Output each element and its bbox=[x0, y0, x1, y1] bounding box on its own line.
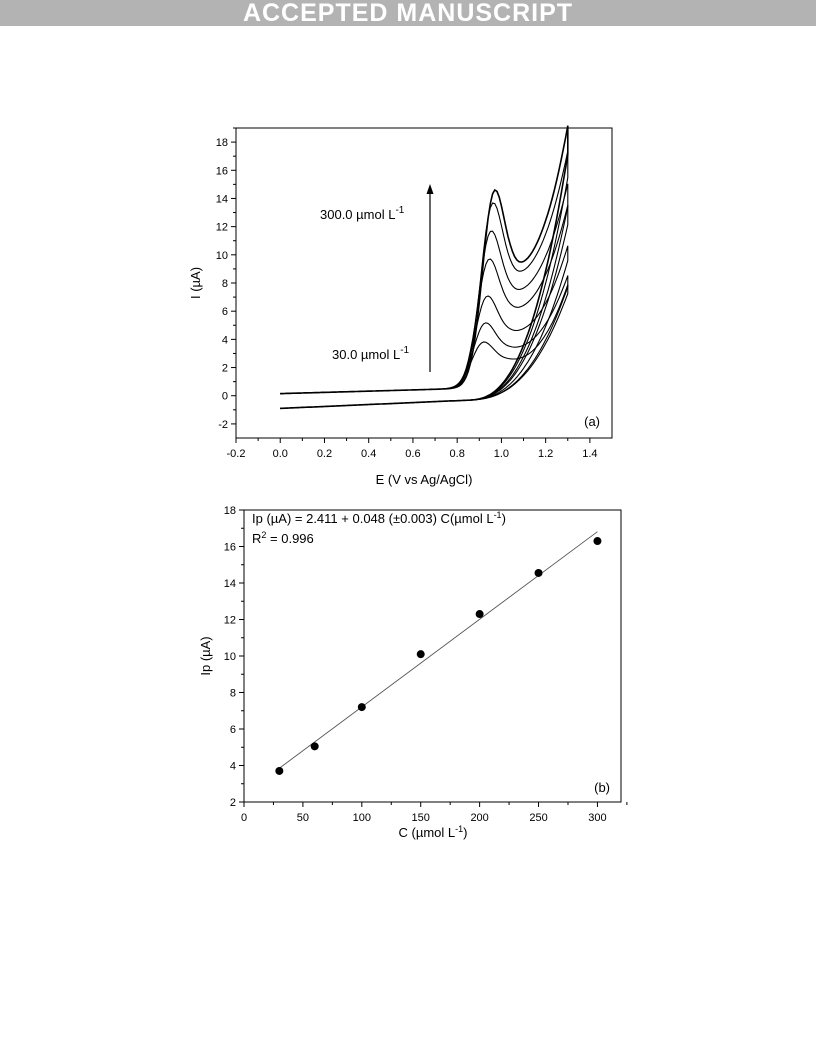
cv-curve-150 bbox=[280, 204, 569, 409]
panel-a-x-tick-label: 1.0 bbox=[494, 448, 509, 460]
annotation-30-umol: 30.0 µmol L-1 bbox=[332, 345, 410, 362]
r-squared: R2 = 0.996 bbox=[252, 530, 314, 546]
data-point-100 bbox=[357, 703, 366, 712]
data-point-60 bbox=[310, 742, 319, 751]
panel-a-y-tick-label: 8 bbox=[222, 278, 228, 290]
panel-b-x-axis: 0 50 100 150 200 250 300 bbox=[241, 802, 628, 824]
panel-b-data-points bbox=[275, 537, 602, 775]
panel-b-y-axis: 2 4 6 8 10 12 14 16 18 bbox=[224, 505, 244, 809]
cv-curve-100 bbox=[280, 245, 569, 409]
panel-b-x-tick-label: 150 bbox=[412, 812, 430, 824]
panel-b-x-tick-label: 300 bbox=[588, 812, 606, 824]
panel-a-y-tick-label: -2 bbox=[218, 419, 228, 431]
data-point-150 bbox=[416, 650, 425, 659]
accepted-manuscript-banner: ACCEPTED MANUSCRIPT bbox=[0, 0, 816, 26]
panel-a-y-tick-label: 10 bbox=[216, 250, 228, 262]
panel-b-x-tick-label: 250 bbox=[529, 812, 547, 824]
panel-a-cyclic-voltammogram: -0.2 0.0 0.2 0.4 0.6 0.8 1.0 1.2 1.4 -2 0 2 4 6 8 10 12… bbox=[188, 125, 613, 487]
panel-b-y-tick-label: 2 bbox=[230, 797, 236, 809]
panel-b-y-tick-label: 18 bbox=[224, 505, 236, 517]
panel-a-x-tick-label: 0.2 bbox=[317, 448, 332, 460]
panel-a-x-tick-label: 0.0 bbox=[273, 448, 288, 460]
data-point-200 bbox=[475, 610, 484, 619]
panel-b-y-tick-label: 8 bbox=[230, 688, 236, 700]
regression-line bbox=[279, 531, 598, 769]
arrow-head bbox=[426, 184, 434, 194]
panel-b-x-axis-label: C (µmol L-1) bbox=[399, 824, 468, 840]
panel-a-y-tick-label: 12 bbox=[216, 222, 228, 234]
panel-a-y-tick-label: 18 bbox=[216, 137, 228, 149]
panel-a-x-tick-label: 1.4 bbox=[582, 448, 597, 460]
panel-a-y-tick-label: 0 bbox=[222, 391, 228, 403]
panel-a-x-tick-label: 0.8 bbox=[450, 448, 465, 460]
panel-a-y-tick-label: 2 bbox=[222, 363, 228, 375]
panel-b-y-tick-label: 4 bbox=[230, 761, 236, 773]
data-point-250 bbox=[534, 568, 543, 577]
panel-a-x-tick-label: 0.6 bbox=[405, 448, 420, 460]
panel-b-x-tick-label: 0 bbox=[241, 812, 247, 824]
panel-b-label: (b) bbox=[594, 780, 610, 795]
panel-a-y-axis: -2 0 2 4 6 8 10 12 14 16 18 bbox=[216, 127, 236, 431]
annotation-300-umol: 300.0 µmol L-1 bbox=[320, 205, 405, 222]
panel-b-y-axis-label: Ip (µA) bbox=[198, 636, 213, 675]
panel-a-y-tick-label: 16 bbox=[216, 165, 228, 177]
panel-a-x-tick-label: 0.4 bbox=[361, 448, 376, 460]
panel-b-y-tick-label: 10 bbox=[224, 651, 236, 663]
panel-b-x-tick-label: 100 bbox=[353, 812, 371, 824]
panel-b-y-tick-label: 14 bbox=[224, 578, 236, 590]
panel-a-x-tick-label: -0.2 bbox=[227, 448, 246, 460]
panel-a-x-axis-label: E (V vs Ag/AgCl) bbox=[376, 472, 473, 487]
panel-b-x-tick-label: 200 bbox=[470, 812, 488, 824]
panel-a-x-axis: -0.2 0.0 0.2 0.4 0.6 0.8 1.0 1.2 1.4 bbox=[227, 438, 598, 460]
panel-a-y-axis-label: I (µA) bbox=[188, 267, 203, 299]
panel-a-y-tick-label: 6 bbox=[222, 306, 228, 318]
panel-b-plot-frame bbox=[243, 509, 622, 803]
panel-b-y-tick-label: 12 bbox=[224, 615, 236, 627]
panel-a-y-tick-label: 14 bbox=[216, 193, 228, 205]
panel-a-label: (a) bbox=[584, 414, 600, 429]
panel-b-calibration-plot: 0 50 100 150 200 250 300 2 4 6 8 10 12 14 16 18 Ip (µA… bbox=[198, 505, 628, 840]
cv-curve-250 bbox=[280, 150, 569, 409]
cv-curve-300 bbox=[280, 125, 569, 410]
data-point-300 bbox=[593, 537, 602, 546]
panel-a-x-tick-label: 1.2 bbox=[538, 448, 553, 460]
panel-a-y-tick-label: 4 bbox=[222, 334, 228, 346]
data-point-30 bbox=[275, 766, 284, 775]
panel-b-y-tick-label: 16 bbox=[224, 542, 236, 554]
panel-b-y-tick-label: 6 bbox=[230, 724, 236, 736]
panel-a-curves bbox=[280, 125, 569, 410]
regression-equation: Ip (µA) = 2.411 + 0.048 (±0.003) C(µmol … bbox=[252, 510, 506, 526]
panel-b-x-tick-label: 50 bbox=[297, 812, 309, 824]
